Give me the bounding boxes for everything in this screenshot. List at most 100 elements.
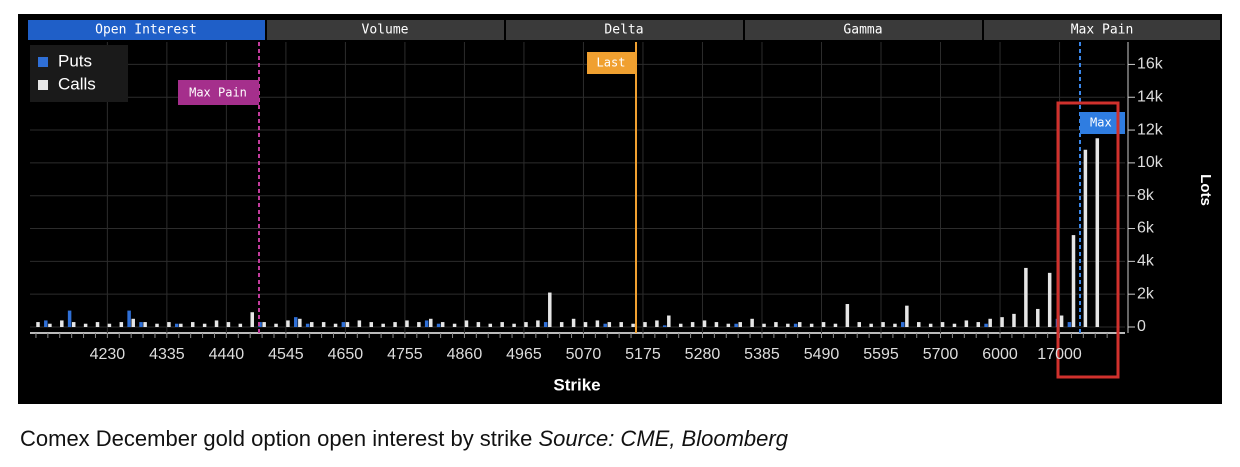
annotation: Max — [1090, 116, 1112, 130]
bar — [928, 323, 933, 327]
bar — [583, 322, 588, 327]
y-tick-label: 4k — [1137, 253, 1155, 270]
x-tick-label: 4440 — [209, 346, 245, 363]
tab-label[interactable]: Delta — [604, 23, 643, 38]
bar — [226, 322, 231, 327]
bar — [869, 323, 873, 327]
bar — [424, 320, 429, 327]
bar — [452, 323, 457, 327]
y-tick-label: 0 — [1137, 318, 1146, 335]
bar — [393, 322, 397, 327]
highlight-box — [1056, 101, 1120, 379]
bar — [714, 322, 719, 327]
bar — [702, 320, 707, 327]
bar — [988, 318, 992, 327]
bar — [738, 322, 742, 327]
bar — [845, 304, 850, 327]
bar — [901, 322, 905, 327]
bar — [83, 323, 88, 327]
bar — [310, 322, 314, 327]
bar — [179, 323, 183, 327]
x-tick-label: 5490 — [804, 346, 840, 363]
legend-swatch — [38, 80, 48, 90]
bar — [274, 323, 278, 327]
bar — [286, 320, 290, 327]
bar — [333, 323, 338, 327]
bar — [690, 322, 695, 327]
bar — [381, 323, 385, 327]
bar — [258, 322, 262, 327]
bar — [262, 322, 266, 327]
tab[interactable] — [506, 20, 743, 40]
x-tick-label: 4335 — [149, 346, 185, 363]
bar — [603, 323, 607, 327]
bar — [321, 322, 326, 327]
x-tick-label: 4545 — [268, 346, 304, 363]
bar — [155, 323, 159, 327]
bar — [512, 323, 516, 327]
bar — [976, 322, 981, 327]
bar — [167, 322, 171, 327]
y-tick-label: 16k — [1137, 56, 1164, 73]
bar — [964, 320, 969, 327]
tab-label[interactable]: Max Pain — [1071, 23, 1134, 38]
bar — [71, 322, 76, 327]
bar — [905, 305, 909, 327]
tab-label[interactable]: Open Interest — [95, 23, 197, 38]
bar — [917, 322, 921, 327]
bar — [571, 318, 576, 327]
bars — [36, 138, 1100, 327]
bar — [250, 312, 254, 327]
tab-label[interactable]: Volume — [362, 23, 409, 38]
x-tick-label: 17000 — [1037, 346, 1082, 363]
x-tick-label: 5070 — [566, 346, 602, 363]
bar — [190, 322, 195, 327]
bar — [1071, 235, 1076, 327]
tab[interactable] — [267, 20, 504, 40]
x-tick-label: 4860 — [447, 346, 483, 363]
bar — [48, 323, 52, 327]
bar — [436, 323, 441, 327]
x-tick-label: 4965 — [506, 346, 542, 363]
bar — [305, 323, 310, 327]
bar — [607, 322, 612, 327]
tab-active[interactable] — [28, 20, 265, 40]
bar — [667, 315, 671, 327]
bar — [1000, 317, 1004, 327]
bar — [36, 322, 40, 327]
bar — [774, 322, 778, 327]
bar — [762, 323, 766, 327]
bar — [1083, 149, 1088, 327]
annotation-box — [178, 80, 259, 105]
bar — [984, 323, 988, 327]
bar — [107, 323, 112, 327]
bar — [881, 322, 885, 327]
bar — [464, 320, 469, 327]
y-axis-title: Lots — [1197, 174, 1214, 206]
bar — [214, 320, 219, 327]
bar — [1036, 308, 1040, 327]
bar — [174, 323, 179, 327]
annotation: Max Pain — [189, 86, 247, 100]
bar — [417, 322, 421, 327]
bar — [429, 318, 433, 327]
annotation-box — [587, 52, 636, 74]
bar — [369, 322, 374, 327]
tab[interactable] — [745, 20, 982, 40]
tab-label[interactable]: Gamma — [843, 23, 882, 38]
legend-label: Calls — [58, 74, 96, 93]
bar — [127, 310, 131, 327]
bar — [750, 318, 754, 327]
y-tick-label: 12k — [1137, 121, 1164, 138]
bar — [500, 322, 504, 327]
bar — [857, 322, 862, 327]
bar — [60, 320, 64, 327]
bar — [595, 320, 600, 327]
bar — [893, 323, 897, 327]
tab[interactable] — [984, 20, 1220, 40]
y-tick-label: 6k — [1137, 220, 1155, 237]
bar — [119, 322, 124, 327]
bar — [1059, 315, 1064, 327]
x-tick-label: 4230 — [90, 346, 126, 363]
